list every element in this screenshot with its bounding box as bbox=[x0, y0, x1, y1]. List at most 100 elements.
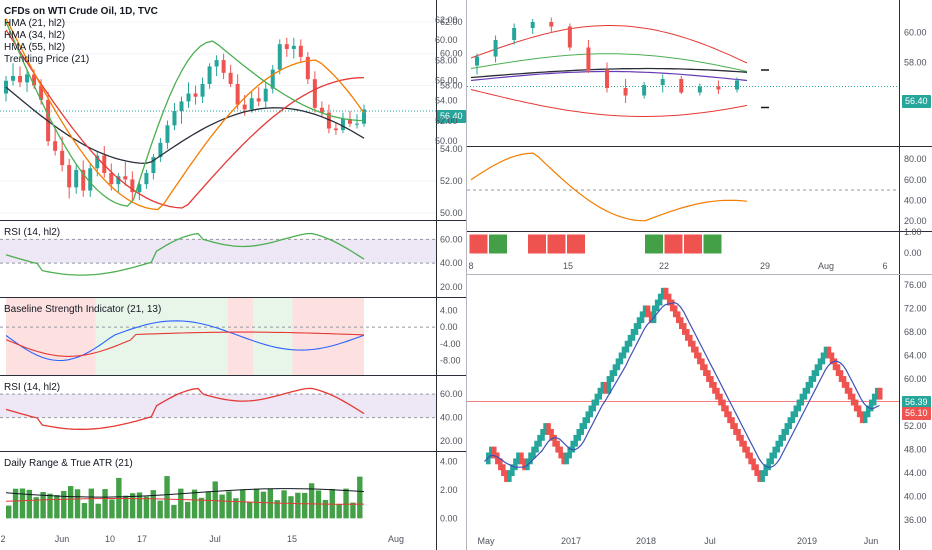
bull-candle bbox=[512, 28, 517, 40]
tr-time-tick-label: 22 bbox=[659, 261, 669, 271]
time-tick-label: 2 bbox=[0, 534, 5, 544]
range-bar bbox=[322, 499, 329, 519]
renko-bear-brick bbox=[832, 358, 838, 371]
renko-bull-brick bbox=[651, 305, 657, 324]
top-right-time-axis[interactable]: 8 15 22 29 Aug 6 bbox=[467, 258, 899, 274]
rsi2-pane[interactable]: 60.00 40.00 20.00 RSI (14, hl2) bbox=[0, 376, 463, 451]
bear-block bbox=[566, 233, 586, 255]
renko-bull-brick bbox=[510, 464, 515, 477]
bull-candle bbox=[660, 79, 665, 85]
top-right-price-chart[interactable]: 62.0060.0058.0056.0054.0052.0050.0060.00… bbox=[435, 0, 927, 146]
bear-candle bbox=[67, 165, 72, 188]
top-right-block-row[interactable]: 1.00 0.00 bbox=[467, 227, 922, 258]
rsi-chart[interactable]: 60.00 40.00 20.00 bbox=[0, 221, 463, 297]
hma34-line bbox=[5, 18, 365, 211]
renko-bull-brick bbox=[778, 434, 783, 447]
separator bbox=[467, 274, 932, 275]
renko-bull-brick bbox=[772, 446, 777, 459]
renko-bull-brick bbox=[657, 293, 663, 306]
renko-chart[interactable]: 76.00 72.00 68.00 64.00 60.00 52.00 48.00 44.00… bbox=[467, 275, 927, 531]
baseline-chart[interactable]: 4.00 0.00 -4.00 -8.00 bbox=[0, 298, 461, 375]
bear-block bbox=[546, 233, 567, 255]
renko-bull-brick bbox=[585, 411, 591, 424]
renko-bear-brick bbox=[694, 346, 699, 359]
renko-bear-brick bbox=[856, 405, 862, 418]
renko-bear-brick bbox=[645, 305, 651, 318]
renko-bear-brick bbox=[739, 434, 744, 447]
range-bar bbox=[136, 492, 143, 519]
renko-bull-brick bbox=[766, 458, 771, 471]
renko-bear-brick bbox=[742, 440, 747, 453]
renko-bull-brick bbox=[618, 352, 624, 365]
tr-time-tick-label: Aug bbox=[818, 261, 834, 271]
renko-bear-brick bbox=[844, 381, 850, 394]
bull-candle bbox=[263, 88, 268, 102]
rsi2-chart[interactable]: 60.00 40.00 20.00 bbox=[0, 376, 463, 451]
separator bbox=[0, 451, 466, 452]
bear-block bbox=[527, 233, 547, 255]
tr-right-price-tick: 60.00 bbox=[904, 28, 927, 38]
range-bar bbox=[226, 491, 232, 519]
tr-time-tick-label: 29 bbox=[760, 261, 770, 271]
bull-candle bbox=[116, 176, 121, 185]
renko-bull-brick bbox=[760, 470, 765, 482]
renko-price-tick: 44.00 bbox=[904, 468, 927, 478]
top-right-oscillator[interactable]: 80.00 60.00 40.00 20.00 bbox=[467, 147, 927, 231]
baseline-pane[interactable]: 4.00 0.00 -4.00 -8.00 Baseline Strength Ind… bbox=[0, 298, 461, 375]
range-bar bbox=[95, 503, 101, 519]
renko-bull-brick bbox=[775, 440, 780, 453]
bear-candle bbox=[221, 60, 226, 73]
renko-time-tick-label: May bbox=[477, 536, 495, 546]
atr-pane[interactable]: 4.00 2.00 0.00 Daily Range & True ATR (21) bbox=[0, 452, 458, 528]
bull-candle bbox=[172, 111, 177, 126]
tr-left-price-tick: 62.00 bbox=[435, 15, 458, 25]
renko-bear-brick bbox=[561, 452, 566, 465]
atr-chart[interactable]: 4.00 2.00 0.00 bbox=[0, 452, 458, 528]
osc-tick-label: -8.00 bbox=[440, 356, 461, 366]
bear-candle bbox=[193, 93, 198, 97]
left-time-axis[interactable]: 2 Jun 10 17 Jul 15 Aug bbox=[0, 530, 436, 550]
renko-bull-brick bbox=[624, 340, 630, 353]
renko-price-tick: 48.00 bbox=[904, 445, 927, 455]
range-bar bbox=[205, 491, 212, 519]
renko-bear-brick bbox=[492, 446, 497, 459]
renko-bear-brick bbox=[685, 329, 690, 341]
trending-price-line bbox=[5, 86, 365, 165]
bull-candle bbox=[277, 44, 282, 70]
renko-time-tick-label: Jun bbox=[864, 536, 879, 546]
renko-bear-brick bbox=[718, 393, 723, 406]
renko-bull-brick bbox=[784, 423, 790, 435]
renko-price-tick: 36.00 bbox=[904, 515, 927, 525]
bull-candle bbox=[214, 60, 219, 67]
tr-left-price-tick: 50.00 bbox=[435, 136, 458, 146]
price-tick-label: 52.00 bbox=[440, 176, 463, 186]
baseline-line bbox=[5, 320, 365, 362]
renko-bull-brick bbox=[781, 429, 787, 441]
renko-bull-brick bbox=[567, 446, 572, 459]
renko-bear-brick bbox=[751, 458, 756, 471]
bear-candle bbox=[716, 86, 721, 90]
bear-candle bbox=[60, 150, 65, 166]
range-bar bbox=[81, 503, 88, 519]
separator bbox=[0, 297, 466, 298]
renko-bull-brick bbox=[793, 405, 799, 418]
tr-block-tick-label: 1.00 bbox=[904, 227, 922, 237]
range-bar bbox=[47, 493, 53, 519]
bull-candle bbox=[11, 76, 16, 81]
bull-candle bbox=[697, 86, 702, 93]
bear-candle bbox=[326, 112, 331, 129]
rsi-pane[interactable]: 60.00 40.00 20.00 RSI (14, hl2) bbox=[0, 221, 463, 297]
renko-bear-brick bbox=[675, 311, 681, 324]
osc-tick-label: 20.00 bbox=[440, 436, 463, 446]
renko-bear-brick bbox=[754, 464, 759, 477]
range-bar bbox=[123, 495, 129, 519]
renko-bear-brick bbox=[546, 423, 551, 435]
time-tick-label: Aug bbox=[388, 534, 404, 544]
range-bar bbox=[61, 490, 67, 519]
bull-candle bbox=[158, 142, 163, 158]
renko-time-axis[interactable]: May 2017 2018 Jul 2019 Jun bbox=[467, 531, 899, 549]
bull-candle bbox=[165, 125, 170, 143]
range-bar bbox=[295, 492, 301, 519]
renko-bull-brick bbox=[871, 393, 877, 406]
